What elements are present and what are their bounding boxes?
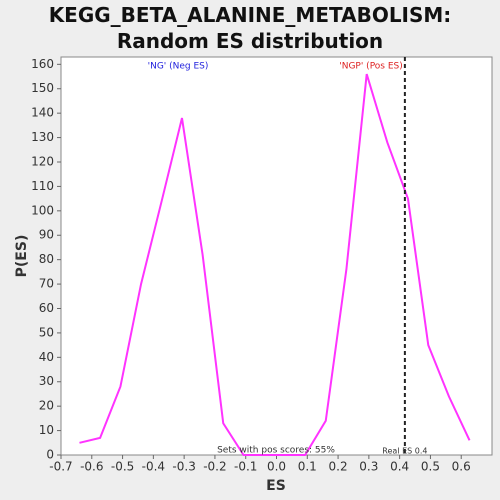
y-tick-label: 160 [31,57,54,71]
pos-scores-note: Sets with pos scores: 55% [217,446,335,456]
x-tick-label: 0.0 [267,460,286,474]
y-tick-label: 120 [31,154,54,168]
y-tick-label: 110 [31,179,54,193]
x-tick-label: 0.2 [329,460,348,474]
y-tick-label: 80 [39,252,54,266]
y-tick-label: 0 [46,448,54,462]
x-tick-label: -0.2 [203,460,226,474]
y-tick-label: 40 [39,350,54,364]
y-tick-label: 30 [39,374,54,388]
neg-label: 'NG' (Neg ES) [148,62,209,72]
y-tick-label: 50 [39,325,54,339]
x-tick-label: -0.5 [111,460,134,474]
x-tick-label: 0.6 [452,460,471,474]
x-tick-label: 0.5 [421,460,440,474]
y-tick-label: 150 [31,81,54,95]
x-tick-label: -0.7 [49,460,72,474]
x-axis-label: ES [266,478,286,494]
y-tick-label: 60 [39,301,54,315]
plot-area [60,56,493,456]
x-tick-label: -0.3 [172,460,195,474]
real-es-label: Real ES 0.4 [382,447,427,456]
y-tick-label: 100 [31,203,54,217]
y-tick-label: 140 [31,106,54,120]
chart-title: KEGG_BETA_ALANINE_METABOLISM: Random ES … [48,3,452,53]
x-tick-label: -0.4 [142,460,165,474]
x-tick-label: -0.1 [234,460,257,474]
x-tick-label: 0.3 [359,460,378,474]
pos-label: 'NGP' (Pos ES) [339,62,403,72]
x-tick-label: 0.4 [390,460,409,474]
x-tick-label: -0.6 [80,460,103,474]
y-tick-label: 10 [39,423,54,437]
y-tick-label: 70 [39,277,54,291]
y-tick-label: 20 [39,399,54,413]
es-line [79,73,471,456]
x-tick-label: 0.1 [298,460,317,474]
y-tick-label: 90 [39,228,54,242]
y-axis-label: P(ES) [14,235,30,278]
y-tick-label: 130 [31,130,54,144]
